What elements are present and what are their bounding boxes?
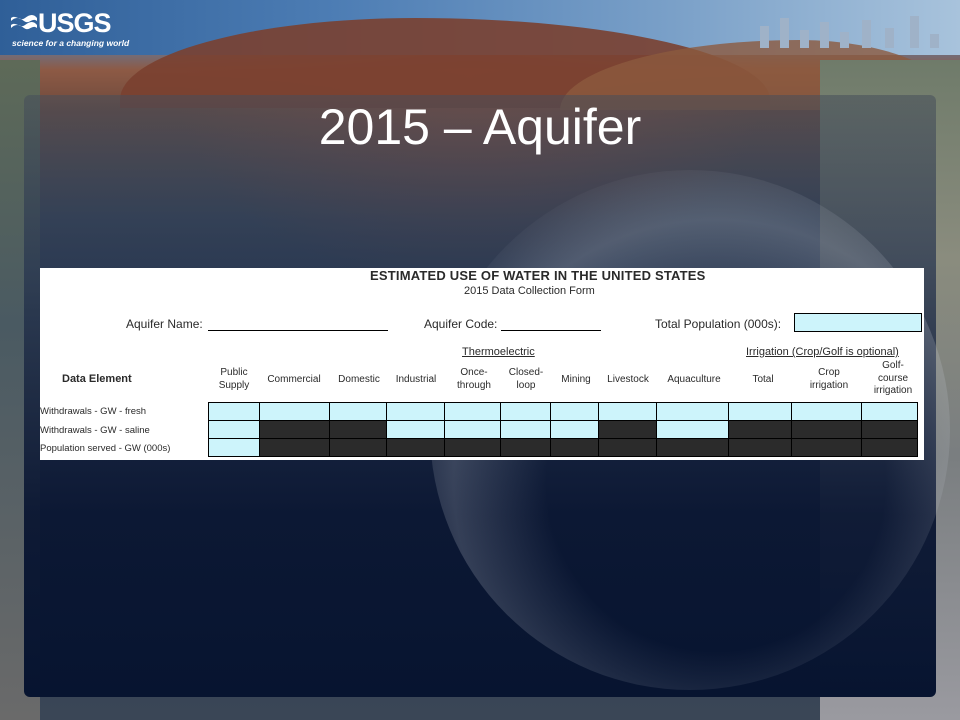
input-cell-closed-loop[interactable] <box>500 420 551 439</box>
data-element-header: Data Element <box>62 373 132 385</box>
input-cell-domestic[interactable] <box>329 402 387 421</box>
input-cell-industrial[interactable] <box>386 420 445 439</box>
col-header-commercial: Commercial <box>267 374 321 385</box>
table-row <box>208 438 918 457</box>
irrigation-group-header: Irrigation (Crop/Golf is optional) <box>746 346 899 358</box>
col-header-aquaculture: Aquaculture <box>667 374 721 385</box>
input-cell-irr-total[interactable] <box>728 402 792 421</box>
col-header-public-supply: Public Supply <box>218 367 250 391</box>
slide-title: 2015 – Aquifer <box>318 99 642 155</box>
input-cell-livestock[interactable] <box>598 402 657 421</box>
col-header-closed-loop: Closed-loop <box>508 367 544 391</box>
thermoelectric-group-header: Thermoelectric <box>462 346 535 358</box>
na-cell-closed-loop <box>500 438 551 457</box>
data-collection-form: ESTIMATED USE OF WATER IN THE UNITED STA… <box>40 268 924 460</box>
col-header-mining: Mining <box>561 374 591 385</box>
col-header-irrigation-total: Total <box>752 374 774 385</box>
input-cell-crop-irrigation[interactable] <box>791 402 862 421</box>
na-cell-livestock <box>598 438 657 457</box>
input-cell-once-through[interactable] <box>444 420 501 439</box>
na-cell-mining <box>550 438 599 457</box>
input-cell-public-supply[interactable] <box>208 420 260 439</box>
input-cell-mining[interactable] <box>550 402 599 421</box>
table-row <box>208 402 918 421</box>
aquifer-code-field[interactable] <box>501 330 601 331</box>
col-header-livestock: Livestock <box>607 374 649 385</box>
row-label-withdrawals-gw-saline: Withdrawals - GW - saline <box>40 425 150 436</box>
logo-tagline: science for a changing world <box>12 38 130 48</box>
usgs-wave-icon <box>11 15 37 30</box>
na-cell-livestock <box>598 420 657 439</box>
col-header-domestic: Domestic <box>338 374 380 385</box>
na-cell-commercial <box>259 420 330 439</box>
input-cell-aquaculture[interactable] <box>656 420 729 439</box>
na-cell-crop-irrigation <box>791 420 862 439</box>
logo-name: USGS <box>38 8 112 38</box>
na-cell-irr-total <box>728 438 792 457</box>
na-cell-crop-irrigation <box>791 438 862 457</box>
table-row <box>208 420 918 439</box>
na-cell-aquaculture <box>656 438 729 457</box>
input-cell-golf-irrigation[interactable] <box>861 402 918 421</box>
col-header-industrial: Industrial <box>395 374 437 385</box>
total-population-label: Total Population (000s): <box>655 317 782 331</box>
na-cell-industrial <box>386 438 445 457</box>
data-entry-grid <box>208 402 918 457</box>
na-cell-golf-irrigation <box>861 438 918 457</box>
input-cell-closed-loop[interactable] <box>500 402 551 421</box>
form-subtitle: 2015 Data Collection Form <box>464 285 595 297</box>
row-label-withdrawals-gw-fresh: Withdrawals - GW - fresh <box>40 406 147 417</box>
input-cell-once-through[interactable] <box>444 402 501 421</box>
input-cell-mining[interactable] <box>550 420 599 439</box>
row-label-population-served: Population served - GW (000s) <box>40 443 171 454</box>
na-cell-commercial <box>259 438 330 457</box>
form-title: ESTIMATED USE OF WATER IN THE UNITED STA… <box>370 268 706 283</box>
input-cell-commercial[interactable] <box>259 402 330 421</box>
col-header-golf-course-irrigation: Golf-course irrigation <box>873 360 913 396</box>
aquifer-name-label: Aquifer Name: <box>126 317 203 331</box>
input-cell-public-supply[interactable] <box>208 438 260 457</box>
input-cell-public-supply[interactable] <box>208 402 260 421</box>
col-header-once-through: Once-through <box>457 367 491 391</box>
input-cell-industrial[interactable] <box>386 402 445 421</box>
na-cell-domestic <box>329 420 387 439</box>
na-cell-golf-irrigation <box>861 420 918 439</box>
usgs-logo: USGS science for a changing world <box>8 8 129 52</box>
total-population-field[interactable] <box>794 313 922 332</box>
col-header-crop-irrigation: Crop irrigation <box>809 367 849 391</box>
aquifer-code-label: Aquifer Code: <box>424 317 498 331</box>
na-cell-irr-total <box>728 420 792 439</box>
na-cell-domestic <box>329 438 387 457</box>
na-cell-once-through <box>444 438 501 457</box>
input-cell-aquaculture[interactable] <box>656 402 729 421</box>
aquifer-name-field[interactable] <box>208 330 388 331</box>
